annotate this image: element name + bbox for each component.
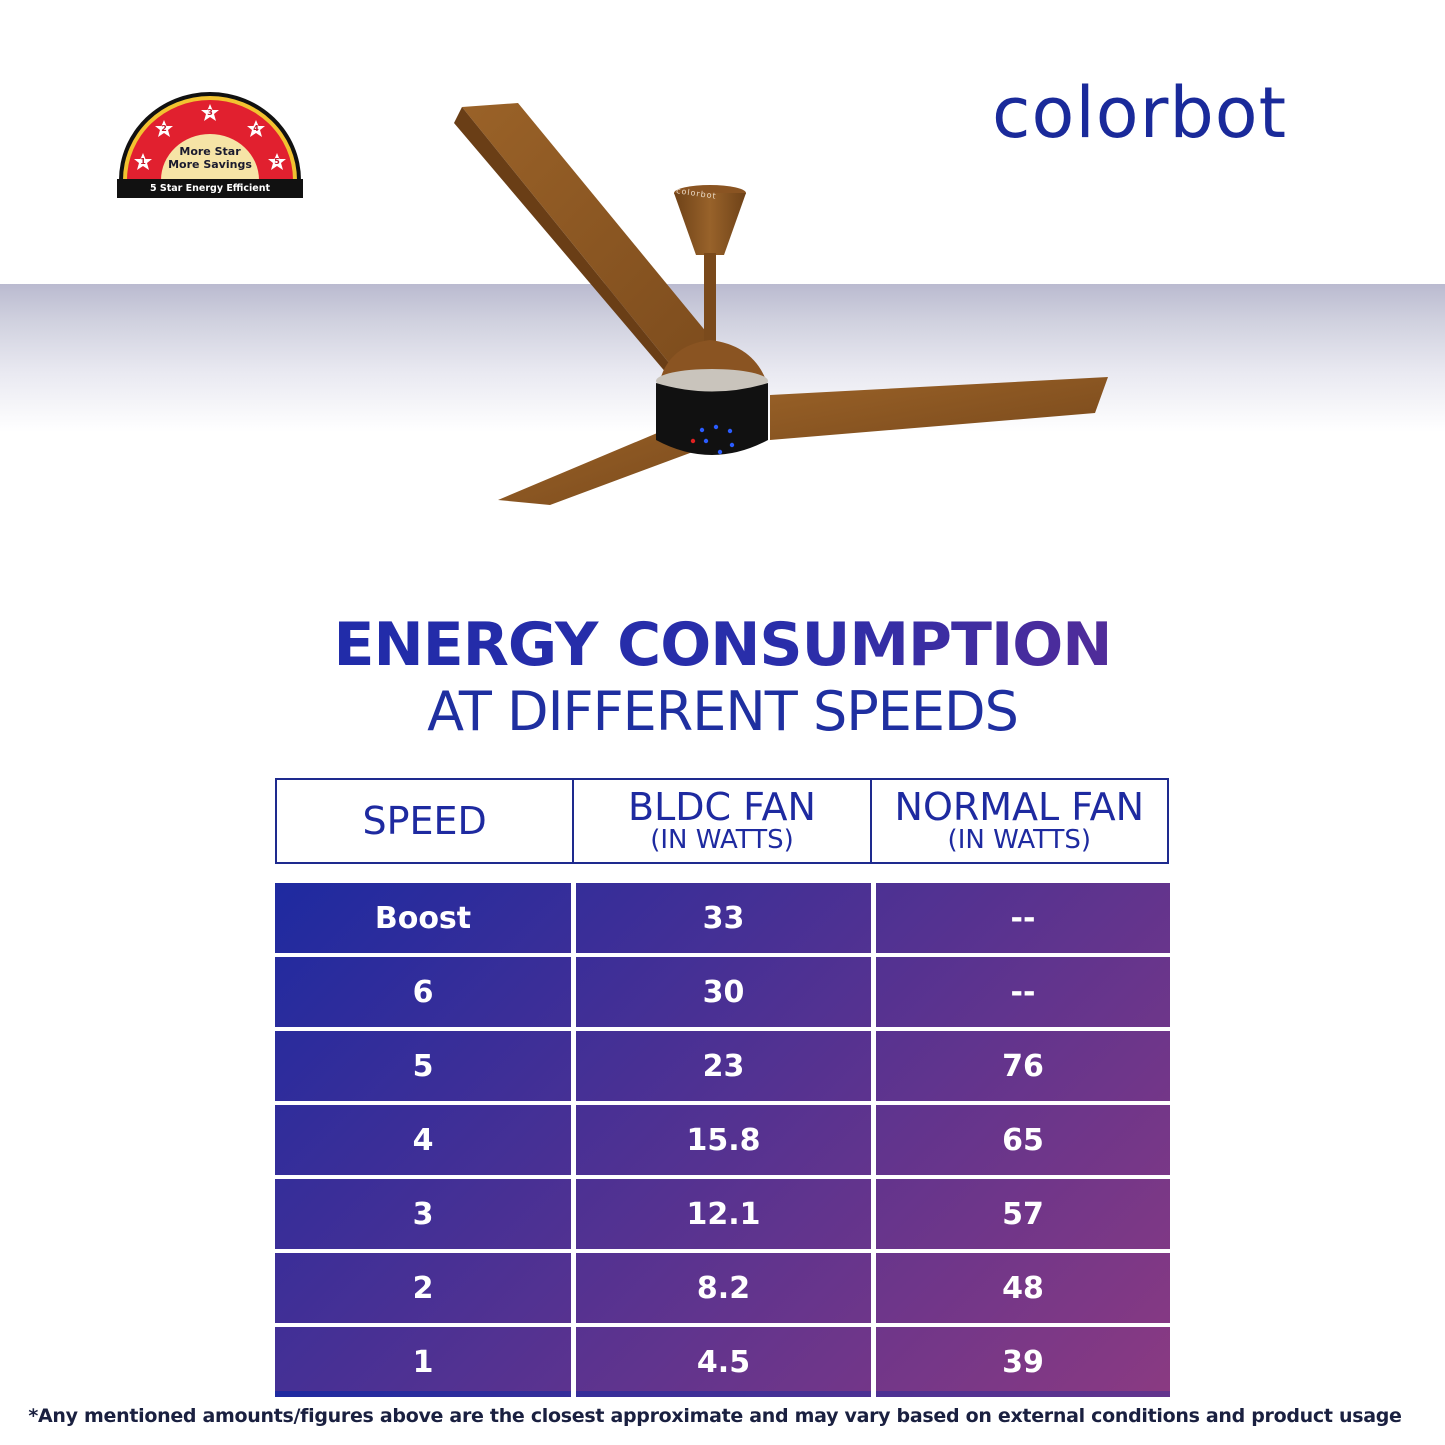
- star-4-number: 4: [253, 124, 259, 133]
- header-bldc-unit: (IN WATTS): [650, 825, 794, 855]
- page-title: ENERGY CONSUMPTION: [0, 610, 1445, 680]
- header-bldc-fan: BLDC FAN (IN WATTS): [574, 780, 872, 862]
- normal-watts-cell: 76: [876, 1031, 1170, 1101]
- fan-downrod: [704, 253, 716, 365]
- badge-label: 5 Star Energy Efficient: [149, 183, 271, 194]
- header-normal-fan: NORMAL FAN (IN WATTS): [872, 780, 1167, 862]
- star-5-number: 5: [274, 157, 280, 166]
- fan-blade-2: [770, 377, 1108, 440]
- speed-cell: 3: [275, 1179, 571, 1249]
- header-speed-label: SPEED: [362, 799, 487, 843]
- badge-slogan-line1: More Star: [179, 145, 241, 158]
- bldc-watts-cell: 15.8: [576, 1105, 871, 1175]
- page-subtitle: AT DIFFERENT SPEEDS: [427, 680, 1019, 743]
- brand-logo: colorbot: [992, 78, 1358, 148]
- star-2-number: 2: [161, 124, 167, 133]
- speed-cell: 4: [275, 1105, 571, 1175]
- table-row: 1 4.5 39: [275, 1327, 1170, 1397]
- speed-cell: 2: [275, 1253, 571, 1323]
- energy-rating-badge: 1 2 3 4 5 More Star More Savings 5 Star …: [117, 90, 303, 198]
- energy-badge-graphic: [117, 92, 303, 198]
- header-normal-unit: (IN WATTS): [947, 825, 1092, 855]
- normal-watts-cell: --: [876, 883, 1170, 953]
- normal-watts-cell: 39: [876, 1327, 1170, 1397]
- disclaimer-footnote: *Any mentioned amounts/figures above are…: [28, 1405, 1402, 1427]
- bldc-watts-cell: 23: [576, 1031, 871, 1101]
- ceiling-fan-illustration: [454, 103, 1108, 505]
- normal-watts-cell: 65: [876, 1105, 1170, 1175]
- fan-canopy: [674, 193, 746, 255]
- fan-blade-1: [462, 103, 740, 395]
- table-row: 2 8.2 48: [275, 1253, 1170, 1323]
- page-title-text: ENERGY CONSUMPTION: [333, 610, 1112, 680]
- table-row: 3 12.1 57: [275, 1179, 1170, 1249]
- speed-cell: 6: [275, 957, 571, 1027]
- brand-logo-text: colorbot: [992, 72, 1288, 154]
- badge-slogan: More Star More Savings: [165, 145, 255, 171]
- star-3-number: 3: [207, 108, 213, 117]
- speed-cell: Boost: [275, 883, 571, 953]
- bldc-watts-cell: 4.5: [576, 1327, 871, 1397]
- table-row: 5 23 76: [275, 1031, 1170, 1101]
- table-row: 4 15.8 65: [275, 1105, 1170, 1175]
- normal-watts-cell: --: [876, 957, 1170, 1027]
- star-1-number: 1: [140, 157, 146, 166]
- fan-light-panel: [656, 383, 768, 455]
- speed-cell: 1: [275, 1327, 571, 1397]
- header-normal-label: NORMAL FAN: [894, 785, 1145, 829]
- fan-motor-housing: [660, 340, 766, 380]
- bldc-watts-cell: 33: [576, 883, 871, 953]
- bldc-watts-cell: 8.2: [576, 1253, 871, 1323]
- fan-blade-1-edge: [454, 107, 695, 401]
- table-body: Boost 33 -- 6 30 -- 5 23 76 4 15.8 65 3 12.1 57 2 8.2 48 1…: [275, 883, 1170, 1397]
- badge-slogan-line2: More Savings: [168, 158, 252, 171]
- normal-watts-cell: 48: [876, 1253, 1170, 1323]
- table-row: Boost 33 --: [275, 883, 1170, 953]
- table-header: SPEED BLDC FAN (IN WATTS) NORMAL FAN (IN…: [275, 778, 1169, 864]
- table-row: 6 30 --: [275, 957, 1170, 1027]
- header-speed: SPEED: [277, 780, 575, 862]
- bldc-watts-cell: 30: [576, 957, 871, 1027]
- header-bldc-label: BLDC FAN: [628, 785, 816, 829]
- normal-watts-cell: 57: [876, 1179, 1170, 1249]
- speed-cell: 5: [275, 1031, 571, 1101]
- fan-trim-ring: [656, 369, 768, 393]
- bldc-watts-cell: 12.1: [576, 1179, 871, 1249]
